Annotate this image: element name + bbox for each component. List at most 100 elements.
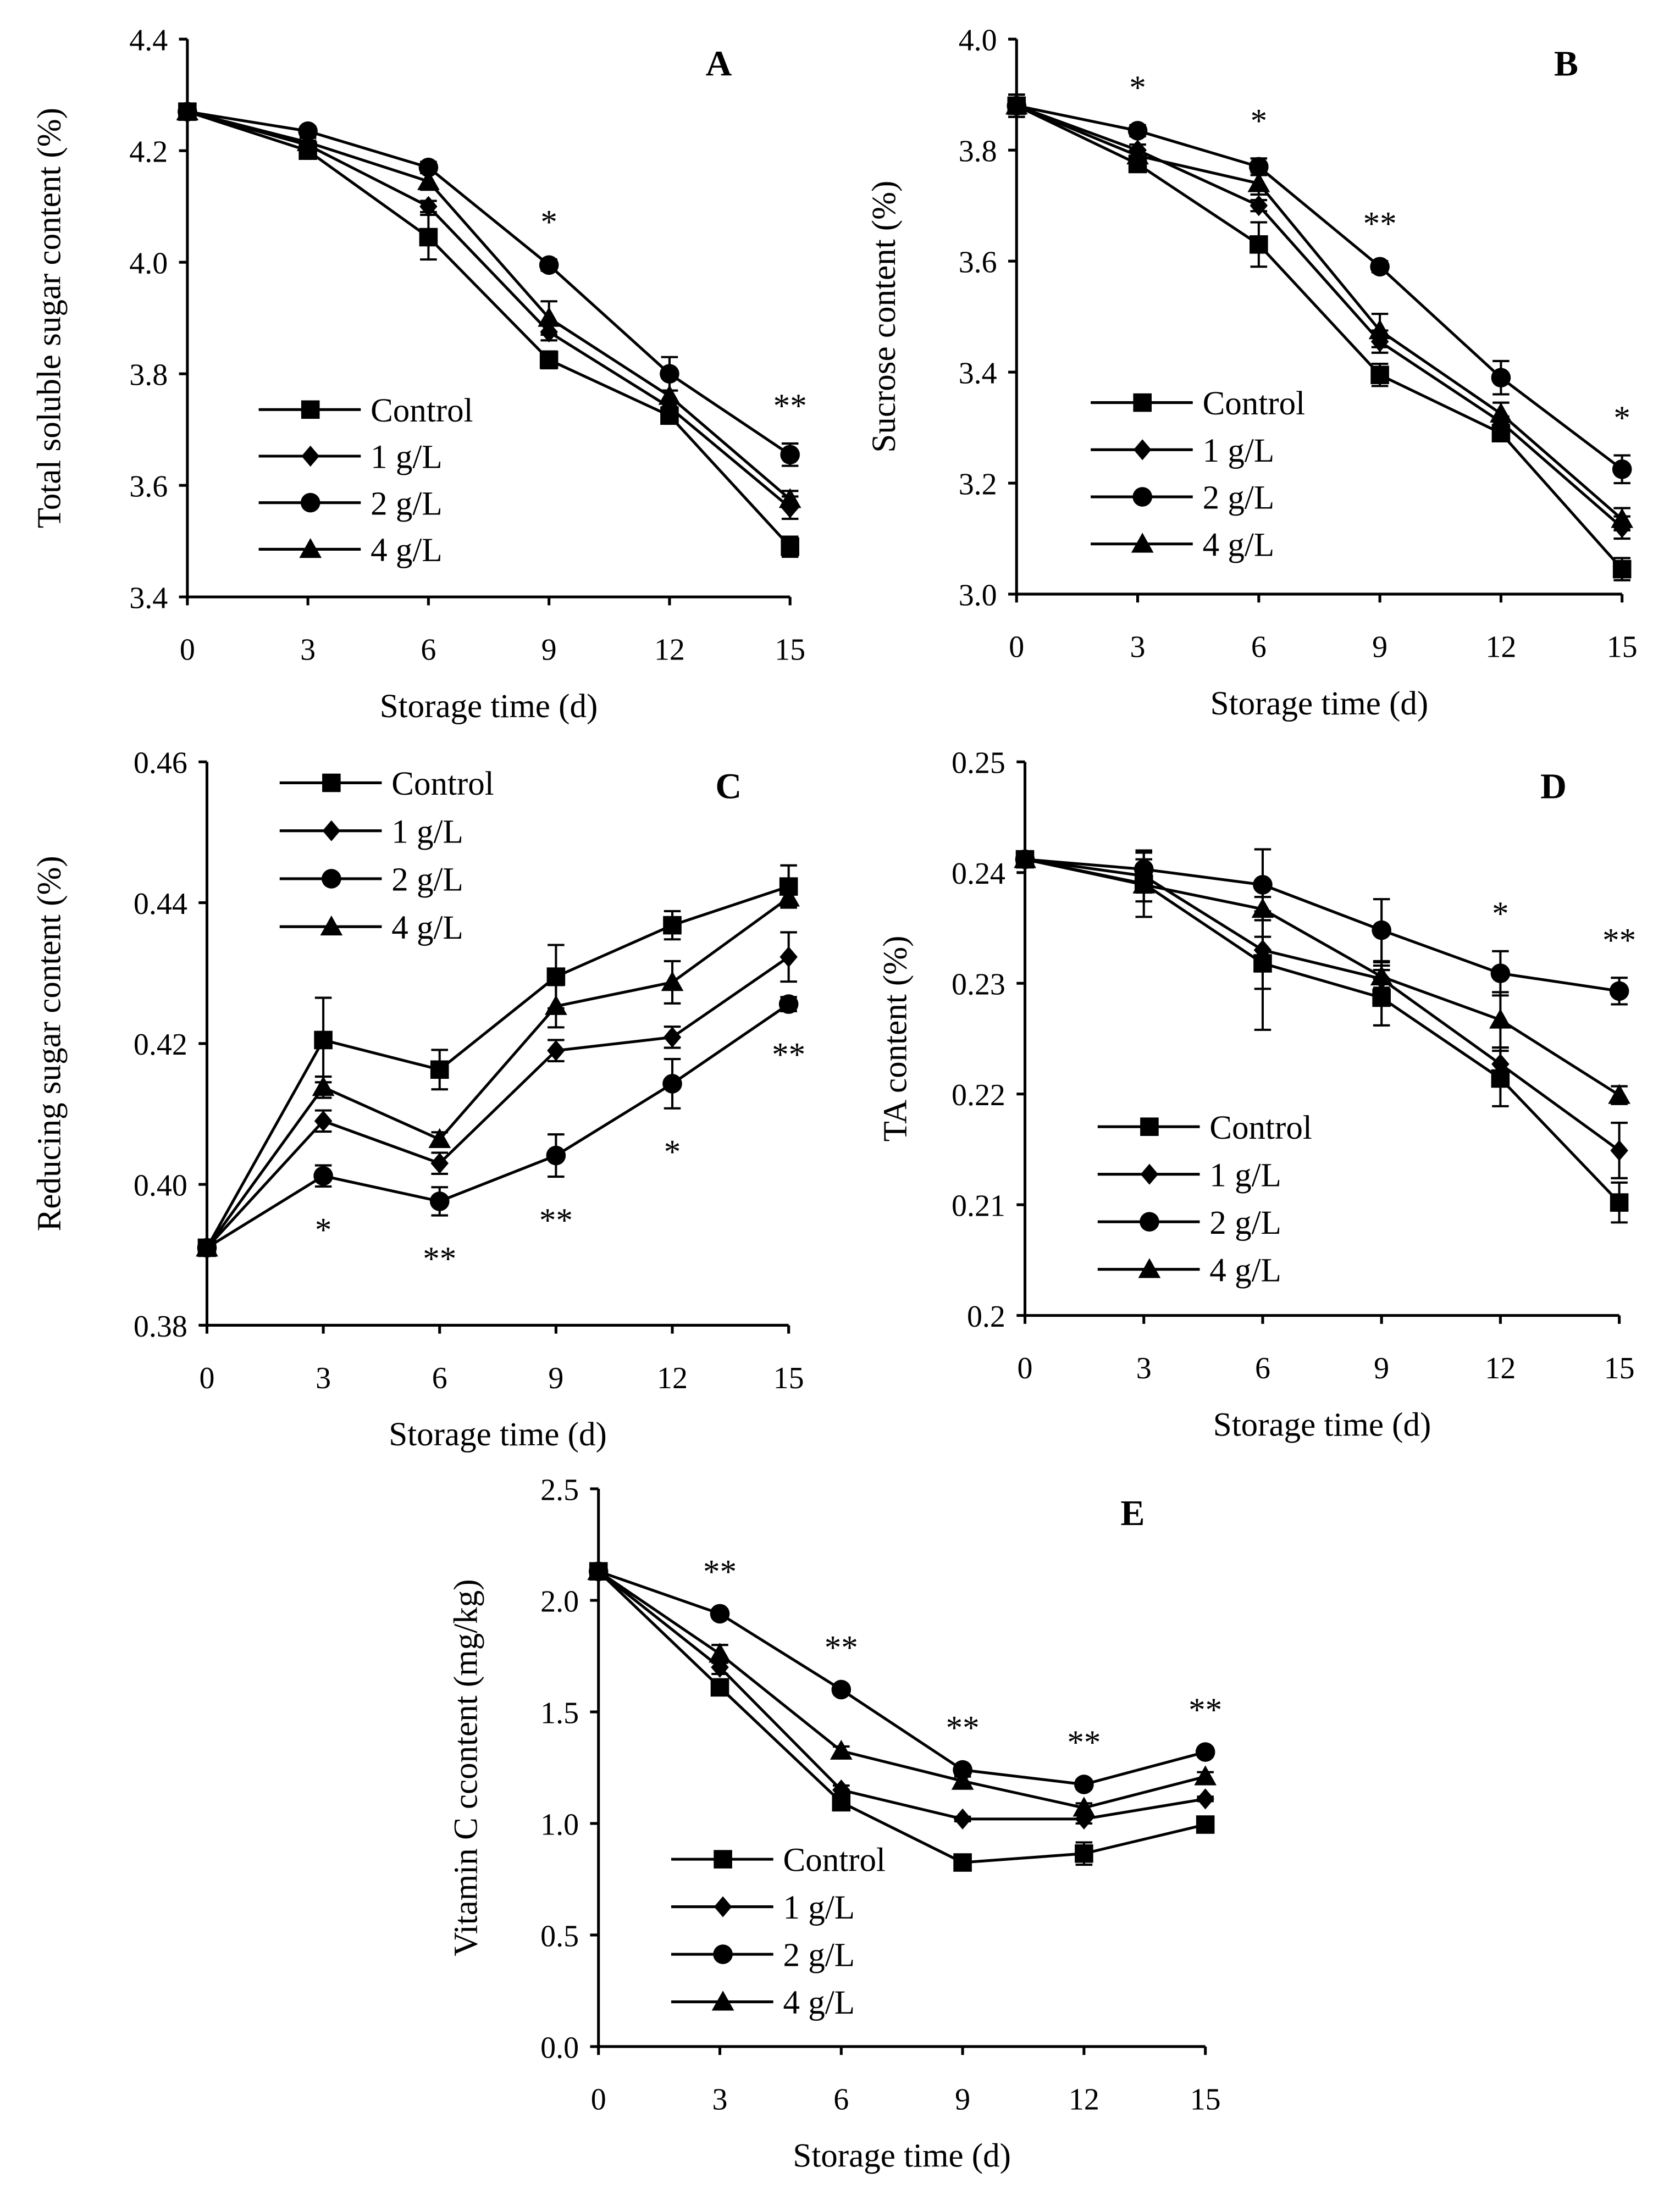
data-point-2-g-l [1127, 121, 1148, 141]
legend-item-4-g-l: 4 g/L [671, 1984, 855, 2021]
significance-annotation: * [540, 204, 557, 241]
series-line-2-g-l [1016, 104, 1623, 470]
x-tick-label: 3 [316, 1361, 331, 1395]
data-point-2-g-l [1612, 459, 1632, 479]
y-tick-label: 0.23 [952, 968, 1005, 1002]
data-point-4-g-l [1608, 1084, 1630, 1104]
significance-annotation: * [1492, 895, 1509, 932]
data-point-1-g-l [547, 1040, 565, 1061]
legend-marker-control [322, 773, 341, 792]
data-point-2-g-l [1609, 981, 1629, 1001]
data-point-1-g-l [1196, 1788, 1214, 1810]
y-axis-title: Reducing sugar content (%) [31, 856, 68, 1231]
y-tick-label: 0.40 [134, 1168, 187, 1202]
x-axis-title: Storage time (d) [380, 688, 598, 725]
data-point-control [663, 916, 682, 935]
legend-label: 4 g/L [1209, 1252, 1281, 1289]
data-point-control [1610, 1193, 1629, 1212]
legend-item-1-g-l: 1 g/L [1091, 433, 1274, 469]
significance-annotation: ** [1602, 922, 1636, 959]
data-point-4-g-l [778, 488, 801, 508]
legend-marker-1-g-l [322, 820, 341, 841]
x-tick-label: 9 [955, 2082, 970, 2116]
y-axis-title: Total soluble sugar content (%) [31, 108, 68, 528]
x-tick-label: 6 [421, 633, 436, 667]
data-point-2-g-l [1195, 1742, 1215, 1762]
legend-item-control: Control [258, 392, 473, 429]
data-point-1-g-l [314, 1110, 333, 1132]
y-tick-label: 2.0 [540, 1584, 579, 1618]
x-tick-label: 6 [833, 2082, 849, 2116]
series-2-g-l [1007, 93, 1632, 485]
series-control [589, 1562, 1215, 1872]
data-point-2-g-l [313, 1166, 333, 1186]
series-line-4-g-l [1016, 104, 1623, 520]
x-tick-label: 12 [654, 633, 685, 667]
data-point-4-g-l [545, 995, 567, 1015]
data-point-4-g-l [1073, 1797, 1096, 1817]
data-point-1-g-l [953, 1808, 972, 1830]
legend-item-1-g-l: 1 g/L [1097, 1157, 1281, 1194]
x-tick-label: 3 [300, 633, 316, 667]
y-tick-label: 0.25 [952, 746, 1005, 780]
y-tick-label: 0.0 [540, 2031, 579, 2065]
series-2-g-l [197, 994, 799, 1258]
data-point-4-g-l [1251, 897, 1274, 918]
legend: Control 1 g/L 2 g/L 4 g/L [671, 1842, 886, 2021]
legend-marker-1-g-l [1140, 1163, 1159, 1185]
legend-label: 4 g/L [783, 1984, 855, 2021]
legend-marker-4-g-l [1138, 1258, 1161, 1278]
series-4-g-l [196, 886, 800, 1257]
chart-panel-b: 3.0 3.2 3.4 3.6 3.8 4.0 0 3 6 9 12 15 Storage time (… [866, 24, 1638, 722]
data-point-4-g-l [1611, 508, 1634, 528]
data-point-1-g-l [1610, 1140, 1628, 1161]
chart-panel-c: 0.38 0.40 0.42 0.44 0.46 0 3 6 9 12 15 Storage time… [31, 746, 805, 1454]
y-tick-label: 3.0 [959, 578, 997, 612]
data-point-2-g-l [546, 1145, 566, 1166]
data-point-2-g-l [710, 1604, 730, 1624]
data-point-1-g-l [780, 946, 798, 968]
legend-marker-2-g-l [713, 1944, 733, 1964]
data-point-4-g-l [1247, 172, 1270, 192]
y-tick-label: 0.46 [134, 746, 187, 780]
legend-item-4-g-l: 4 g/L [1091, 526, 1274, 563]
x-tick-label: 15 [1604, 1351, 1635, 1385]
legend-label: 1 g/L [1203, 433, 1275, 469]
y-tick-label: 1.5 [540, 1696, 579, 1730]
x-tick-label: 12 [1485, 1351, 1516, 1385]
data-point-2-g-l [778, 994, 799, 1014]
y-tick-label: 0.2 [967, 1300, 1005, 1334]
x-axis-title: Storage time (d) [1210, 685, 1429, 722]
x-tick-label: 15 [775, 633, 805, 667]
data-point-4-g-l [1126, 144, 1149, 165]
legend-marker-1-g-l [714, 1896, 732, 1917]
series-1-g-l [1016, 849, 1628, 1179]
x-tick-label: 9 [1372, 630, 1387, 664]
series-line-1-g-l [187, 110, 791, 509]
x-tick-label: 12 [1069, 2082, 1099, 2116]
data-point-2-g-l [1370, 257, 1390, 277]
data-point-control [314, 1030, 333, 1050]
y-axis-title: TA content (%) [877, 936, 914, 1142]
data-point-1-g-l [430, 1152, 449, 1174]
data-point-2-g-l [1372, 920, 1391, 940]
data-point-4-g-l [1005, 95, 1028, 115]
panel-label: E [1120, 1493, 1145, 1533]
series-1-g-l [198, 931, 798, 1259]
x-tick-label: 9 [541, 633, 557, 667]
x-tick-label: 0 [180, 633, 195, 667]
significance-annotation: ** [539, 1202, 573, 1239]
y-axis-title: Vitamin C ccontent (mg/kg) [447, 1579, 484, 1956]
legend: Control 1 g/L 2 g/L 4 g/L [279, 766, 494, 946]
x-tick-label: 12 [657, 1361, 688, 1395]
legend: Control 1 g/L 2 g/L 4 g/L [1097, 1110, 1312, 1289]
significance-annotation: * [1251, 103, 1268, 140]
legend-label: 1 g/L [371, 439, 443, 476]
series-control [1015, 849, 1629, 1224]
significance-annotation: * [1129, 69, 1146, 106]
series-line-1-g-l [1025, 858, 1621, 1152]
data-point-1-g-l [663, 1027, 682, 1048]
series-line-control [206, 885, 789, 1249]
data-point-4-g-l [196, 1237, 218, 1257]
